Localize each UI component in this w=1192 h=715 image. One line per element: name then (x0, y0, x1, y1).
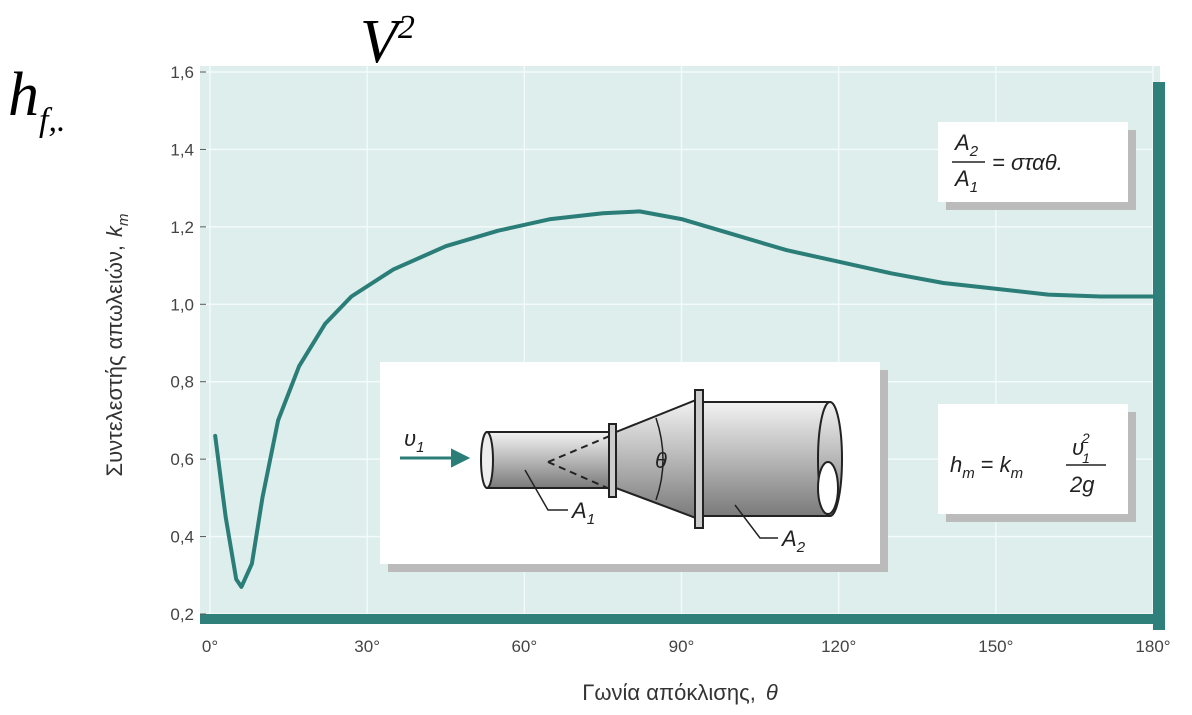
x-tick-label: 0° (202, 637, 218, 656)
y-tick-label: 1,0 (170, 295, 194, 314)
line (213, 209, 1155, 589)
frame-bottom (200, 614, 1165, 624)
x-tick-label: 180° (1135, 637, 1170, 656)
x-tick-label: 60° (511, 637, 537, 656)
x-axis-title: Γωνία απόκλισης, θ (582, 680, 778, 705)
velocity-label: υ1 (404, 426, 424, 456)
formula-lhs: hm = km (950, 452, 1023, 482)
y-tick-label: 1,2 (170, 218, 194, 237)
angle-label: θ (655, 448, 667, 473)
ratio-rhs: = σταθ. (992, 150, 1063, 175)
x-tick-label: 90° (669, 637, 695, 656)
y-tick-label: 1,6 (170, 63, 194, 82)
inlet-label: A1 (570, 498, 595, 528)
frame-right (1153, 82, 1165, 630)
y-tick-label: 1,4 (170, 140, 194, 159)
y-tick-label: 0,4 (170, 528, 194, 547)
ratio-denominator: A1 (953, 166, 978, 196)
formula-denominator: 2g (1069, 472, 1095, 497)
x-tick-label: 150° (978, 637, 1013, 656)
ratio-numerator: A2 (953, 130, 979, 160)
cropped-v: V2 (360, 8, 415, 76)
y-tick-label: 0,6 (170, 450, 194, 469)
cropped-h: hf,. (8, 61, 65, 139)
y-axis-title: Συντελεστής απωλειών,km (102, 214, 132, 477)
y-tick-label: 0,2 (170, 605, 194, 624)
annotation-box (938, 404, 1128, 514)
pipe-diagram (400, 389, 843, 539)
x-tick-label: 30° (354, 637, 380, 656)
x-tick-label: 120° (821, 637, 856, 656)
outlet-label: A2 (780, 526, 806, 556)
formula-numerator: υ12 (1072, 430, 1090, 466)
y-tick-label: 0,8 (170, 373, 194, 392)
